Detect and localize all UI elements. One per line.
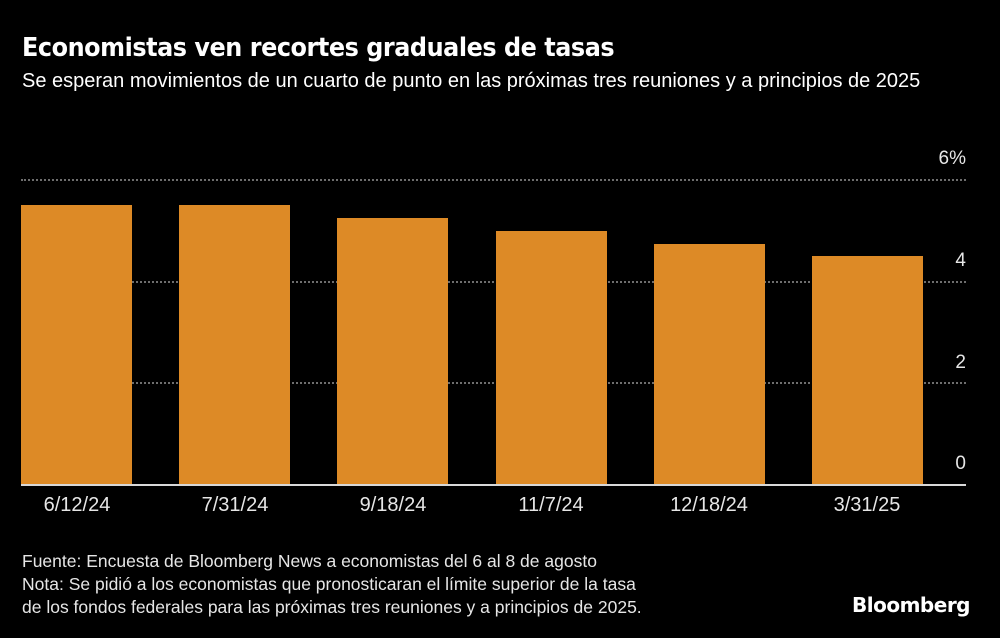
note-line: de los fondos federales para las próxima… xyxy=(22,597,642,617)
x-tick-label: 7/31/24 xyxy=(201,494,269,516)
gridline-4 xyxy=(21,281,966,283)
chart-subtitle: Se esperan movimientos de un cuarto de p… xyxy=(22,70,921,92)
bar xyxy=(337,218,449,485)
x-tick-label: 11/7/24 xyxy=(518,494,584,516)
x-tick-label: 6/12/24 xyxy=(43,494,111,516)
chart-footer: Fuente: Encuesta de Bloomberg News a eco… xyxy=(22,550,642,619)
bloomberg-logo: Bloomberg xyxy=(852,593,970,617)
chart-title: Economistas ven recortes graduales de ta… xyxy=(22,33,615,63)
bar xyxy=(812,256,923,485)
gridline-2 xyxy=(21,382,966,384)
y-tick-label: 6% xyxy=(938,148,966,169)
note-line: Nota: Se pidió a los economistas que pro… xyxy=(22,574,636,594)
x-tick-label: 9/18/24 xyxy=(359,494,427,516)
y-tick-label: 0 xyxy=(955,453,966,474)
bar xyxy=(21,205,132,485)
bar xyxy=(179,205,291,485)
x-tick-label: 3/31/25 xyxy=(833,494,901,516)
y-tick-label: 2 xyxy=(955,352,966,373)
bar xyxy=(495,230,607,485)
x-axis-line xyxy=(21,484,966,486)
source-note: Fuente: Encuesta de Bloomberg News a eco… xyxy=(22,551,597,571)
bar xyxy=(653,243,765,485)
gridline-6 xyxy=(21,179,966,181)
y-tick-label: 4 xyxy=(955,250,966,271)
x-tick-label: 12/18/24 xyxy=(670,494,748,516)
